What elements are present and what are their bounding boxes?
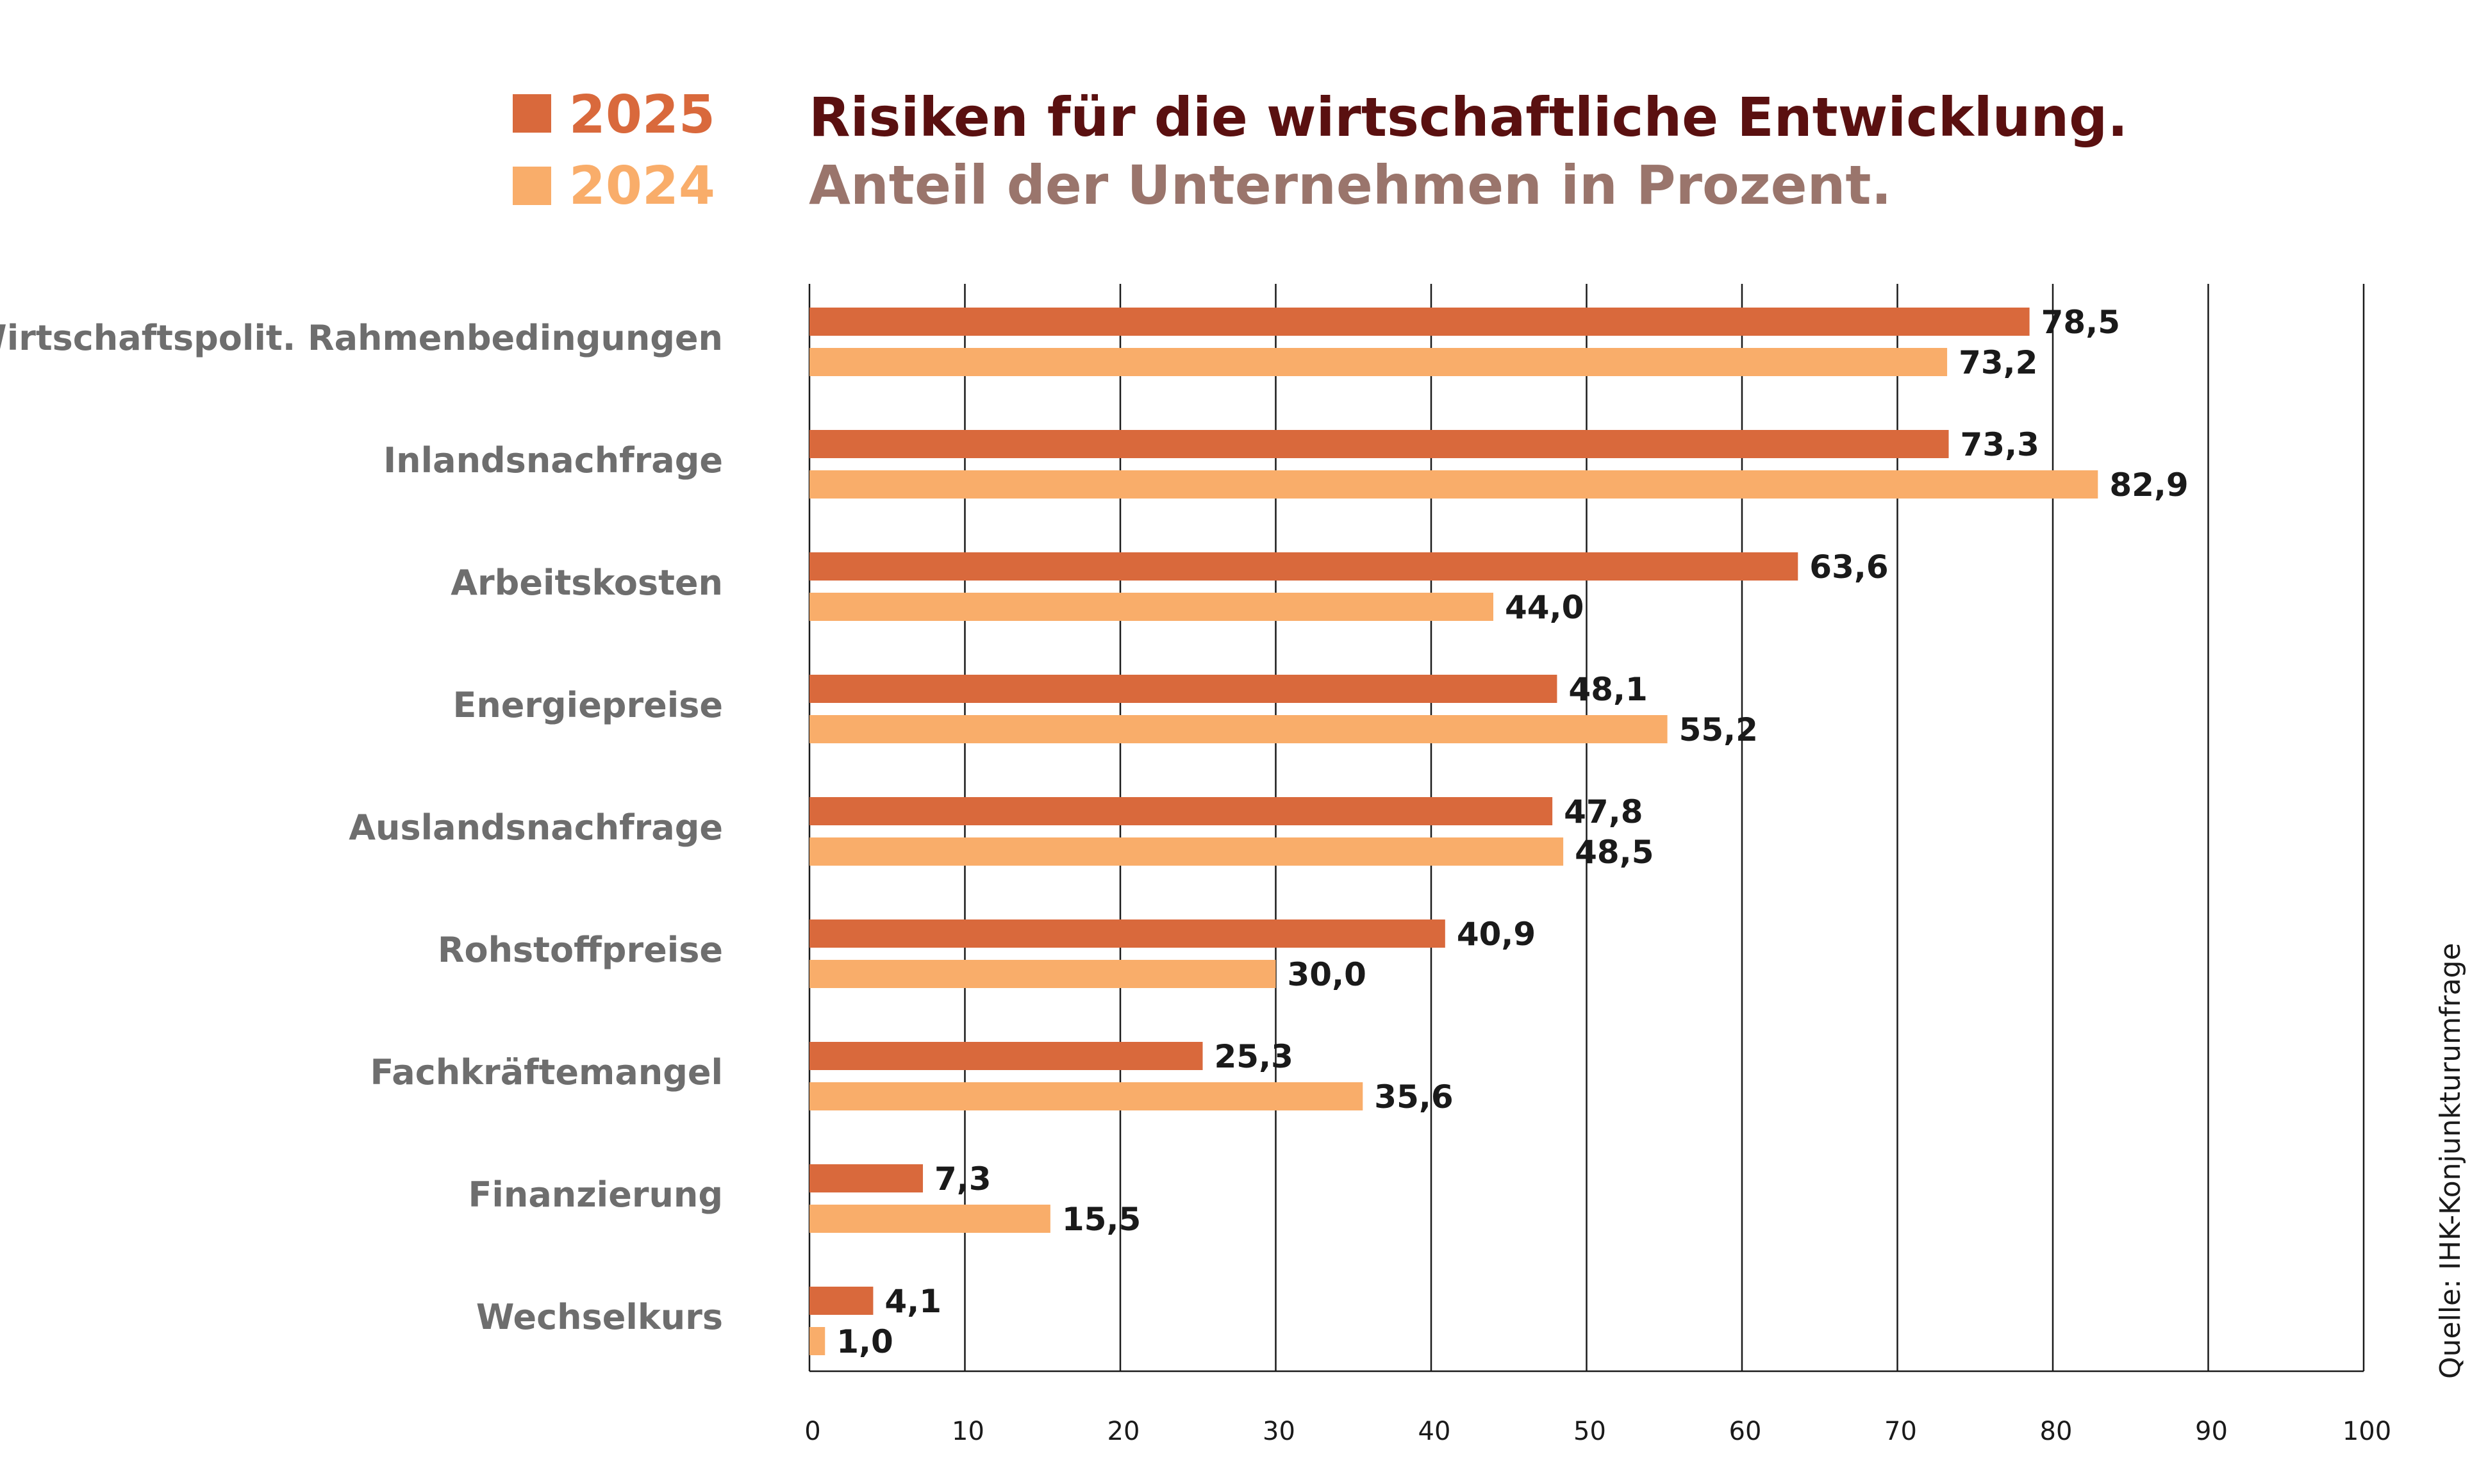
bar-2025 [809,797,1553,825]
category-label: Rohstoffpreise [438,930,723,970]
bar-2024 [809,1082,1363,1110]
gridlines [808,284,2365,1373]
x-tick-label: 50 [1573,1417,1606,1446]
x-tick-label: 30 [1263,1417,1295,1446]
bar-2024 [809,348,1948,376]
bar-2025 [809,1164,924,1192]
data-label-2024: 30,0 [1288,956,1366,993]
x-tick-label: 20 [1107,1417,1140,1446]
data-label-2024: 55,2 [1679,711,1758,748]
x-axis-ticks: 0 10 20 30 40 50 60 70 80 90 100 [804,1417,2391,1446]
data-label-2024: 48,5 [1575,834,1654,871]
category-label: Auslandsnachfrage [349,807,723,848]
data-label-2025: 63,6 [1809,548,1888,586]
data-label-2025: 48,1 [1568,671,1647,708]
data-label-2024: 35,6 [1374,1078,1453,1116]
source-note: Quelle: IHK-Konjunkturumfrage [2434,943,2467,1379]
x-tick-label: 90 [2195,1417,2228,1446]
data-label-2025: 73,3 [1961,426,2039,463]
data-label-2025: 25,3 [1215,1038,1293,1075]
category-labels: Wirtschaftspolit. Rahmenbedingungen Inlan… [0,318,723,1337]
bar-2024 [809,1327,825,1355]
category-label: Wirtschaftspolit. Rahmenbedingungen [0,318,723,358]
x-tick-label: 40 [1418,1417,1451,1446]
data-label-2025: 40,9 [1457,916,1536,953]
bar-2024 [809,960,1276,988]
chart-title: Risiken für die wirtschaftliche Entwickl… [809,86,2128,149]
bar-2025 [809,919,1445,948]
data-label-2025: 7,3 [934,1160,991,1198]
bar-2025 [809,1042,1203,1070]
bar-2024 [809,715,1668,743]
bar-2024 [809,837,1564,866]
data-label-2025: 78,5 [2041,304,2120,341]
category-label: Wechselkurs [476,1297,723,1337]
bar-2025 [809,1287,874,1315]
bar-2024 [809,593,1493,621]
data-label-2024: 44,0 [1505,589,1584,626]
x-tick-label: 100 [2343,1417,2391,1446]
data-label-2024: 73,2 [1959,344,2037,381]
legend-swatch-2024 [513,167,551,205]
x-tick-label: 0 [804,1417,820,1446]
bar-2024 [809,1205,1050,1233]
x-tick-label: 10 [952,1417,984,1446]
category-label: Energiepreise [452,685,723,725]
bar-2025 [809,430,1949,458]
legend: 2025 2024 [513,85,715,217]
category-label: Finanzierung [469,1175,723,1215]
bar-2025 [809,552,1798,581]
category-label: Fachkräftemangel [370,1052,723,1092]
bar-2024 [809,470,2098,499]
bar-2025 [809,308,2030,336]
x-tick-label: 60 [1729,1417,1762,1446]
data-label-2024: 82,9 [2109,466,2188,504]
data-label-2025: 4,1 [884,1283,941,1320]
data-label-2024: 15,5 [1062,1201,1141,1238]
bars: 78,573,2 73,3 82,9 63,6 44,0 48,1 55,2 47,8 48,5… [809,304,2189,1360]
x-tick-label: 70 [1884,1417,1917,1446]
category-label: Arbeitskosten [451,563,723,603]
legend-swatch-2025 [513,94,551,133]
data-label-2025: 47,8 [1564,793,1643,830]
legend-label-2024: 2024 [569,156,715,217]
chart-subtitle: Anteil der Unternehmen in Prozent. [809,154,1891,217]
bar-2025 [809,675,1557,703]
legend-label-2025: 2025 [569,85,715,145]
x-tick-label: 80 [2040,1417,2073,1446]
category-label: Inlandsnachfrage [383,440,723,481]
data-label-2024: 1,0 [836,1323,893,1360]
